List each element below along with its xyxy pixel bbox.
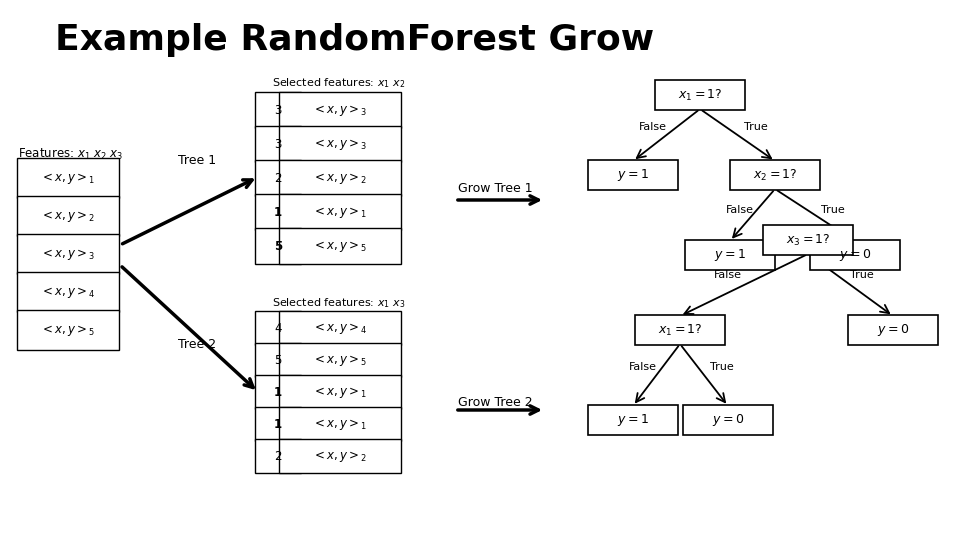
Text: True: True [744, 122, 768, 132]
FancyBboxPatch shape [255, 407, 301, 441]
Text: False: False [726, 205, 754, 215]
Text: $< x, y >_3$: $< x, y >_3$ [312, 137, 368, 152]
FancyBboxPatch shape [255, 92, 301, 128]
FancyBboxPatch shape [17, 234, 119, 274]
FancyBboxPatch shape [655, 80, 745, 110]
FancyBboxPatch shape [255, 439, 301, 473]
FancyBboxPatch shape [255, 194, 301, 230]
Text: Features: $x_1$ $x_2$ $x_3$: Features: $x_1$ $x_2$ $x_3$ [18, 147, 123, 162]
Text: 1: 1 [274, 386, 282, 399]
Text: $< x, y >_5$: $< x, y >_5$ [40, 322, 96, 338]
Text: $< x, y >_1$: $< x, y >_1$ [312, 205, 368, 219]
Text: True: True [821, 205, 845, 215]
Text: $x_1 = 1?$: $x_1 = 1?$ [658, 322, 703, 338]
Text: Selected features: $x_1$ $x_3$: Selected features: $x_1$ $x_3$ [272, 296, 405, 310]
FancyBboxPatch shape [279, 92, 401, 128]
FancyBboxPatch shape [588, 405, 678, 435]
Text: Tree 2: Tree 2 [178, 339, 216, 352]
FancyBboxPatch shape [279, 160, 401, 196]
Text: $< x, y >_2$: $< x, y >_2$ [312, 171, 368, 186]
Text: $< x, y >_1$: $< x, y >_1$ [40, 171, 96, 186]
Text: $< x, y >_1$: $< x, y >_1$ [312, 384, 368, 400]
Text: $< x, y >_3$: $< x, y >_3$ [312, 103, 368, 118]
FancyBboxPatch shape [17, 272, 119, 312]
Text: $< x, y >_3$: $< x, y >_3$ [40, 246, 96, 261]
FancyBboxPatch shape [635, 315, 725, 345]
FancyBboxPatch shape [17, 310, 119, 350]
FancyBboxPatch shape [255, 160, 301, 196]
Text: True: True [710, 362, 733, 372]
Text: 1: 1 [274, 417, 282, 430]
FancyBboxPatch shape [683, 405, 773, 435]
FancyBboxPatch shape [255, 126, 301, 162]
FancyBboxPatch shape [810, 240, 900, 270]
Text: $y = 0$: $y = 0$ [839, 247, 871, 263]
FancyBboxPatch shape [255, 375, 301, 409]
FancyBboxPatch shape [279, 194, 401, 230]
Text: $< x, y >_1$: $< x, y >_1$ [312, 416, 368, 431]
Text: $x_1 = 1?$: $x_1 = 1?$ [678, 87, 722, 103]
FancyBboxPatch shape [17, 158, 119, 198]
FancyBboxPatch shape [848, 315, 938, 345]
FancyBboxPatch shape [279, 126, 401, 162]
FancyBboxPatch shape [685, 240, 775, 270]
FancyBboxPatch shape [279, 228, 401, 264]
Text: Grow Tree 2: Grow Tree 2 [458, 395, 533, 408]
Text: 2: 2 [275, 172, 281, 185]
FancyBboxPatch shape [279, 343, 401, 377]
Text: $x_2 = 1?$: $x_2 = 1?$ [753, 167, 798, 183]
Text: True: True [851, 270, 874, 280]
Text: $y = 1$: $y = 1$ [617, 412, 649, 428]
Text: $< x, y >_2$: $< x, y >_2$ [312, 449, 368, 463]
FancyBboxPatch shape [255, 228, 301, 264]
Text: False: False [714, 270, 742, 280]
Text: $< x, y >_4$: $< x, y >_4$ [312, 321, 368, 335]
Text: Tree 1: Tree 1 [178, 153, 216, 166]
Text: $y = 0$: $y = 0$ [712, 412, 744, 428]
FancyBboxPatch shape [279, 375, 401, 409]
FancyBboxPatch shape [279, 407, 401, 441]
Text: $y = 1$: $y = 1$ [617, 167, 649, 183]
FancyBboxPatch shape [279, 311, 401, 345]
Text: 4: 4 [275, 321, 281, 334]
FancyBboxPatch shape [763, 225, 853, 255]
Text: $< x, y >_2$: $< x, y >_2$ [40, 208, 96, 224]
FancyBboxPatch shape [588, 160, 678, 190]
Text: 5: 5 [275, 354, 281, 367]
Text: Selected features: $x_1$ $x_2$: Selected features: $x_1$ $x_2$ [272, 76, 405, 90]
Text: 2: 2 [275, 449, 281, 462]
FancyBboxPatch shape [255, 343, 301, 377]
FancyBboxPatch shape [730, 160, 820, 190]
FancyBboxPatch shape [17, 196, 119, 236]
FancyBboxPatch shape [279, 439, 401, 473]
Text: $y = 1$: $y = 1$ [714, 247, 746, 263]
FancyBboxPatch shape [255, 311, 301, 345]
Text: False: False [629, 362, 657, 372]
Text: $x_3 = 1?$: $x_3 = 1?$ [785, 232, 830, 247]
Text: Grow Tree 1: Grow Tree 1 [458, 181, 533, 194]
Text: $< x, y >_5$: $< x, y >_5$ [312, 353, 368, 368]
Text: $< x, y >_4$: $< x, y >_4$ [40, 285, 96, 300]
Text: $y = 0$: $y = 0$ [876, 322, 909, 338]
Text: 5: 5 [274, 240, 282, 253]
Text: Example RandomForest Grow: Example RandomForest Grow [55, 23, 654, 57]
Text: False: False [639, 122, 667, 132]
Text: $< x, y >_5$: $< x, y >_5$ [312, 239, 368, 253]
Text: 3: 3 [275, 138, 281, 151]
Text: 3: 3 [275, 104, 281, 117]
Text: 1: 1 [274, 206, 282, 219]
